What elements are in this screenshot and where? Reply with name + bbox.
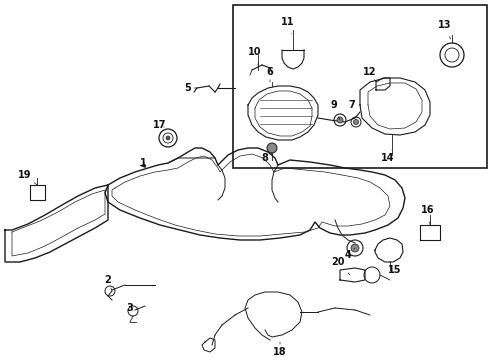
Text: 10: 10 xyxy=(248,47,262,65)
Circle shape xyxy=(267,143,277,153)
Text: 16: 16 xyxy=(421,205,435,225)
Text: 3: 3 xyxy=(126,303,133,313)
Text: 17: 17 xyxy=(153,120,167,130)
Circle shape xyxy=(351,244,359,252)
Text: 9: 9 xyxy=(331,100,340,120)
Bar xyxy=(233,5,487,168)
Text: 6: 6 xyxy=(267,67,273,82)
Text: 12: 12 xyxy=(363,67,377,82)
Circle shape xyxy=(353,120,359,125)
Text: 14: 14 xyxy=(381,150,395,163)
Text: 18: 18 xyxy=(273,342,287,357)
Text: 2: 2 xyxy=(105,275,112,291)
Text: 7: 7 xyxy=(348,100,356,118)
Text: 8: 8 xyxy=(262,153,272,163)
Text: 19: 19 xyxy=(18,170,37,185)
Circle shape xyxy=(337,117,343,123)
Text: 1: 1 xyxy=(140,158,147,168)
Text: 4: 4 xyxy=(344,248,355,260)
Text: 15: 15 xyxy=(388,262,402,275)
Text: 11: 11 xyxy=(281,17,295,34)
Circle shape xyxy=(166,136,170,140)
Text: 13: 13 xyxy=(438,20,452,39)
Text: 20: 20 xyxy=(331,257,350,275)
Text: 5: 5 xyxy=(185,83,197,93)
